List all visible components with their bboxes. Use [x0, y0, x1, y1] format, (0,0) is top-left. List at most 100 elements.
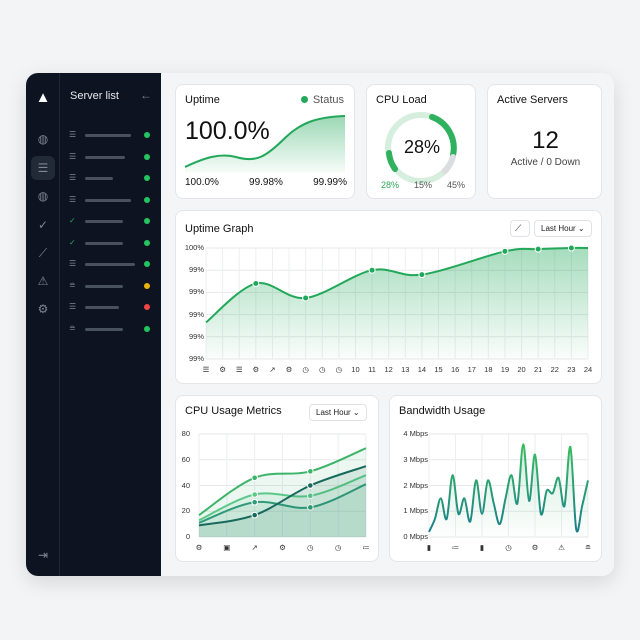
data-point[interactable] — [307, 504, 314, 511]
cpu-range-select[interactable]: Last Hour ⌄ — [309, 404, 367, 421]
data-point[interactable] — [368, 266, 376, 274]
series-area — [199, 484, 366, 537]
status-dot-icon — [300, 96, 308, 103]
cpu-load-value: 28% — [403, 137, 441, 157]
server-name-placeholder — [85, 134, 131, 137]
x-tick-label: 10 — [351, 365, 360, 374]
share-icon: ↗ — [251, 543, 258, 552]
server-icon: ☰ — [202, 365, 210, 374]
gear-icon: ⚙ — [252, 365, 260, 374]
status-dot — [144, 282, 150, 289]
data-point[interactable] — [251, 491, 258, 498]
data-point[interactable] — [534, 245, 542, 253]
logo-triangle-icon: ▲ — [35, 88, 51, 106]
x-tick-label: 22 — [550, 365, 559, 374]
server-list-item[interactable]: ☰ — [69, 194, 159, 206]
server-list-item[interactable]: ☰ — [69, 129, 159, 141]
status-label: Status — [312, 94, 344, 106]
uptime-value: 100.0% — [185, 117, 270, 145]
clock-icon: ◷ — [318, 365, 326, 374]
server-list-item[interactable]: ≘ — [69, 280, 159, 292]
y-tick-label: 99% — [188, 309, 204, 319]
cpu-load-title: CPU Load — [376, 94, 427, 106]
data-point[interactable] — [252, 280, 260, 288]
server-icon: ☰ — [69, 259, 77, 268]
data-point[interactable] — [251, 511, 258, 519]
y-tick-label: 4 Mbps — [403, 429, 428, 438]
gear-icon: ⚙ — [219, 365, 226, 374]
data-point[interactable] — [251, 474, 258, 482]
uptime-range-select[interactable]: Last Hour ⌄ — [534, 220, 592, 237]
server-list-item[interactable]: ☰ — [69, 151, 159, 163]
cpu-icon: ▣ — [223, 543, 231, 552]
data-point[interactable] — [307, 468, 314, 475]
y-tick-label: 20 — [181, 506, 190, 516]
server-icon: ☰ — [69, 130, 77, 139]
server-list-item[interactable]: ☰ — [69, 172, 159, 184]
data-point[interactable] — [251, 498, 258, 506]
globe-icon[interactable]: ◍ — [37, 189, 49, 203]
bar-chart-icon: ▮ — [426, 543, 432, 552]
server-icon[interactable]: ☰ — [31, 156, 55, 180]
y-tick-label: 99% — [188, 354, 204, 363]
status-dot — [144, 153, 150, 160]
y-tick-label: 40 — [181, 480, 190, 490]
alert-triangle-icon[interactable]: ⚠ — [37, 274, 49, 288]
server-list-item[interactable]: ≘ — [69, 323, 159, 335]
server-name-placeholder — [85, 284, 123, 288]
gear-icon: ⚙ — [279, 543, 286, 552]
y-tick-label: 2 Mbps — [403, 480, 428, 490]
database-icon: ≘ — [69, 280, 76, 290]
collapse-arrow-icon[interactable]: ← — [140, 88, 152, 102]
database-icon: ≘ — [584, 543, 592, 552]
x-tick-label: 12 — [384, 365, 393, 374]
server-list-title: Server list — [70, 90, 119, 102]
server-list-item[interactable]: ✓ — [69, 237, 159, 249]
uptime-area — [206, 247, 588, 359]
x-tick-label: 15 — [434, 365, 443, 374]
series-area — [199, 448, 366, 537]
series-line — [198, 465, 367, 527]
status-dot — [144, 218, 150, 224]
chart-svg — [205, 244, 589, 360]
data-point[interactable] — [567, 244, 575, 252]
uptime-title: Uptime — [185, 94, 220, 106]
bandwidth-card: Bandwidth Usage 4 Mbps 3 Mbps 2 Mbps 1 Mbps… — [389, 395, 602, 562]
status-dot — [144, 175, 150, 181]
data-point[interactable] — [501, 247, 509, 255]
list-icon: ≔ — [362, 543, 370, 552]
data-point[interactable] — [418, 271, 426, 279]
logout-icon[interactable]: ⇥ — [37, 548, 49, 562]
active-servers-card: Active Servers 12 Active / 0 Down — [487, 84, 602, 199]
server-icon: ☰ — [235, 365, 243, 374]
status-dot — [144, 325, 150, 332]
uptime-stat: 99.98% — [249, 177, 283, 188]
uptime-card: Uptime Status 100.0% 100.0% 99.98% 99.99% — [175, 84, 355, 199]
data-point[interactable] — [302, 294, 310, 302]
server-list-item[interactable]: ☰ — [69, 301, 159, 313]
x-tick-label: 16 — [450, 365, 460, 374]
bandwidth-title: Bandwidth Usage — [399, 405, 486, 417]
server-name-placeholder — [85, 263, 135, 266]
uptime-stat: 99.99% — [313, 177, 347, 188]
check-circle-icon[interactable]: ✓ — [37, 218, 49, 232]
icon-rail: ▲ ◍ ☰ ◍ ✓ ⟋ ⚠ ⚙ ⇥ — [26, 73, 60, 576]
uptime-sparkline — [184, 115, 346, 173]
alert-triangle-icon: ⚠ — [558, 543, 565, 552]
data-point[interactable] — [307, 482, 314, 489]
gear-icon[interactable]: ⚙ — [37, 302, 49, 316]
x-tick-label: 20 — [517, 365, 526, 374]
x-tick-label: 14 — [417, 365, 427, 374]
server-list-item[interactable]: ✓ — [69, 215, 159, 227]
chart-line-icon[interactable]: ⟋ — [38, 245, 48, 260]
gear-icon: ⚙ — [531, 543, 539, 552]
server-name-placeholder — [85, 306, 119, 309]
server-icon: ☰ — [69, 302, 77, 311]
chart-type-button[interactable]: ⟋ — [510, 220, 530, 237]
server-icon: ☰ — [69, 173, 77, 182]
y-tick-label: 80 — [181, 429, 190, 438]
data-point[interactable] — [307, 492, 314, 500]
globe-icon[interactable]: ◍ — [37, 132, 49, 146]
server-list-item[interactable]: ☰ — [69, 258, 159, 270]
cpu-load-card: CPU Load 28% 28% 15% 45% — [366, 84, 476, 199]
